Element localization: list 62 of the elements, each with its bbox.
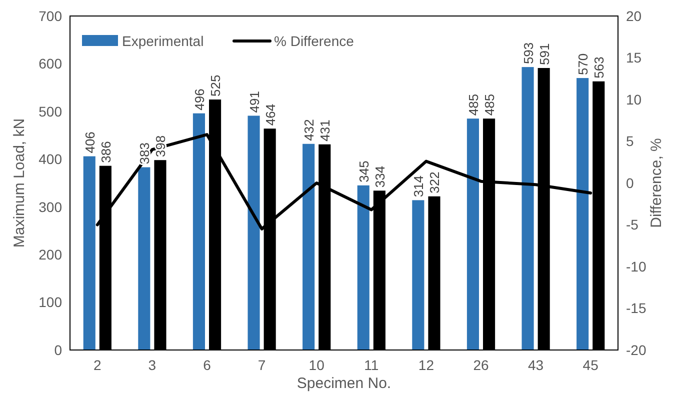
data-label: 491 — [246, 91, 262, 113]
data-label: 431 — [318, 120, 333, 142]
x-axis-title: Specimen No. — [296, 375, 392, 392]
bar — [138, 167, 150, 350]
data-label: 314 — [411, 175, 426, 198]
y2-axis-title: Difference, % — [648, 138, 665, 228]
y-tick-label: 0 — [54, 342, 62, 358]
bar — [83, 156, 96, 350]
y2-tick-label: 0 — [626, 174, 634, 191]
y2-tick-label: -20 — [626, 342, 646, 358]
y2-tick-label: -10 — [626, 258, 646, 274]
y-tick-label: 100 — [38, 294, 62, 310]
data-label: 496 — [192, 88, 207, 110]
y2-tick-label: 10 — [626, 91, 642, 108]
x-tick-label: 11 — [364, 357, 379, 373]
x-tick-label: 7 — [258, 357, 266, 373]
bar — [302, 144, 315, 350]
y-axis-title: Maximum Load, kN — [11, 118, 28, 248]
x-tick-label: 10 — [308, 357, 325, 373]
bar — [357, 185, 370, 350]
data-label: 383 — [137, 142, 152, 164]
y-tick-label: 600 — [38, 56, 62, 72]
data-label: 485 — [466, 94, 481, 116]
y-tick-label: 700 — [38, 8, 62, 24]
legend-label: Experimental — [122, 32, 204, 49]
data-label: 345 — [356, 160, 372, 182]
x-tick-label: 43 — [528, 357, 544, 373]
data-label: 570 — [576, 53, 591, 76]
data-label: 591 — [536, 43, 552, 66]
y2-tick-label: 15 — [626, 50, 642, 66]
data-label: 406 — [82, 132, 98, 154]
bar — [192, 113, 205, 350]
legend-label: % Difference — [274, 32, 354, 49]
x-tick-label: 45 — [582, 357, 599, 373]
bar — [466, 118, 479, 350]
y-tick-label: 400 — [38, 151, 62, 168]
data-label: 525 — [208, 74, 224, 96]
x-tick-label: 3 — [148, 357, 156, 373]
data-label: 485 — [482, 94, 498, 116]
y2-tick-label: -5 — [626, 216, 639, 233]
y-tick-label: 200 — [38, 246, 62, 262]
data-label: 464 — [262, 104, 278, 126]
x-tick-label: 2 — [94, 357, 102, 373]
x-tick-label: 12 — [418, 357, 434, 373]
bar — [248, 116, 260, 350]
x-tick-label: 6 — [203, 357, 212, 373]
data-label: 398 — [153, 135, 168, 158]
data-label: 322 — [427, 172, 442, 194]
bar — [412, 200, 424, 350]
data-label: 563 — [592, 56, 607, 78]
data-label: 386 — [98, 141, 114, 163]
y2-tick-label: -15 — [626, 300, 646, 316]
data-label: 432 — [302, 119, 317, 141]
bar — [576, 78, 589, 350]
bar — [522, 67, 534, 350]
y-tick-label: 500 — [38, 103, 62, 120]
y2-tick-label: 5 — [626, 133, 634, 150]
y2-tick-label: 20 — [626, 8, 642, 24]
data-label: 334 — [372, 166, 388, 188]
y-tick-label: 300 — [38, 198, 62, 215]
x-tick-label: 26 — [473, 357, 489, 373]
data-label: 593 — [520, 42, 536, 64]
